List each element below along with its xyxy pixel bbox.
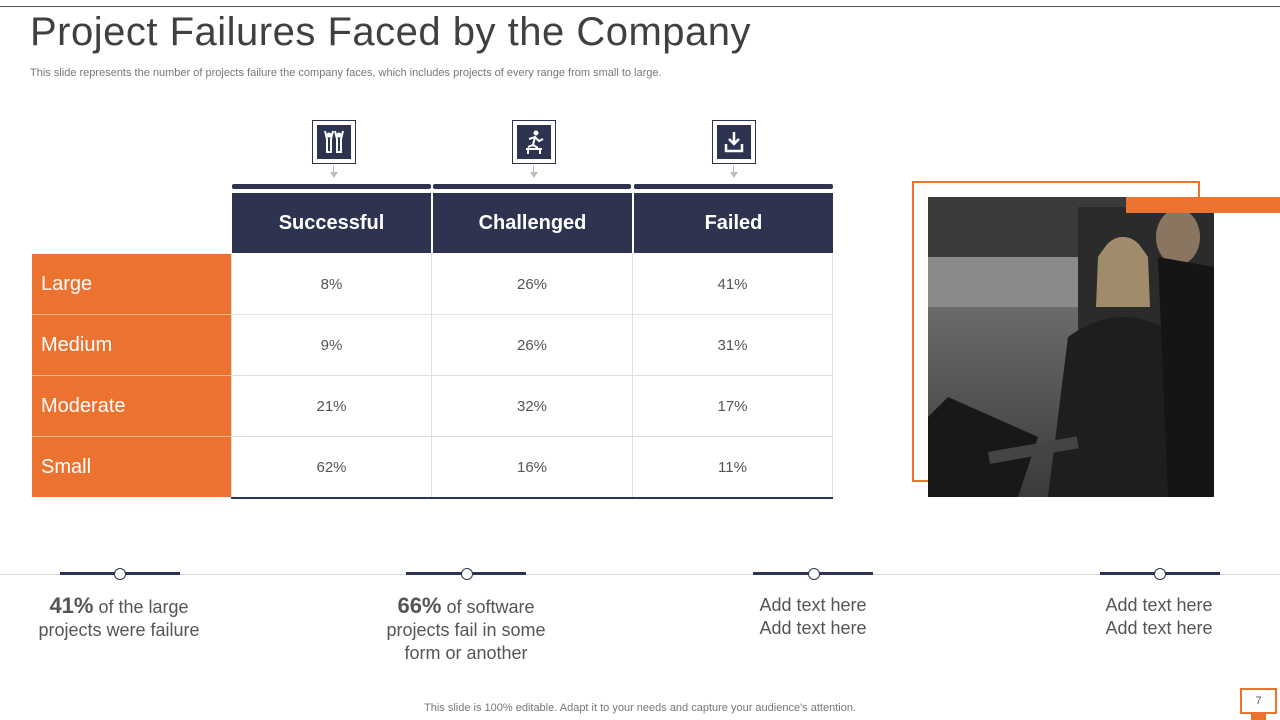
row-divider <box>32 436 231 437</box>
table-cell: 11% <box>633 437 833 498</box>
column-accent-bar <box>232 184 431 189</box>
table-cell: 8% <box>231 254 432 315</box>
connector-arrow <box>730 172 738 178</box>
bottom-divider <box>0 574 1280 575</box>
stat-text-line3: form or another <box>404 643 528 663</box>
stat-block-4: Add text here Add text here <box>1049 594 1269 640</box>
table-cell: 41% <box>633 254 833 315</box>
connector-line <box>733 165 734 175</box>
stat-text-line1: of the large <box>93 597 189 617</box>
row-divider <box>32 314 231 315</box>
column-header-failed: Failed <box>634 193 833 253</box>
table-cell: 32% <box>432 376 633 437</box>
footer-note: This slide is 100% editable. Adapt it to… <box>424 702 856 714</box>
stat-text-line1: Add text here <box>759 595 867 615</box>
row-label-small: Small <box>32 437 231 497</box>
photo-accent-bar <box>1126 197 1280 213</box>
stat-text-line2: Add text here <box>759 618 867 638</box>
table-cell: 16% <box>432 437 633 498</box>
stat-text-line1: of software <box>441 597 535 617</box>
stat-value: 41% <box>49 593 94 618</box>
table-cell: 26% <box>432 315 633 376</box>
stat-marker <box>1154 568 1166 580</box>
hurdle-jump-icon <box>512 120 556 164</box>
stat-block-2: 66% of software projects fail in some fo… <box>356 594 576 665</box>
page-number: 7 <box>1240 688 1277 714</box>
stat-marker <box>808 568 820 580</box>
stat-value: 66% <box>397 593 442 618</box>
slide-title: Project Failures Faced by the Company <box>30 10 752 54</box>
connector-arrow <box>530 172 538 178</box>
top-rule <box>0 6 1280 7</box>
row-label-medium: Medium <box>32 315 231 375</box>
connector-line <box>533 165 534 175</box>
stat-text-line2: projects fail in some <box>386 620 546 640</box>
column-header-challenged: Challenged <box>433 193 632 253</box>
stat-block-1: 41% of the large projects were failure <box>9 594 229 642</box>
table-cell: 21% <box>231 376 432 437</box>
office-photo <box>928 197 1214 497</box>
stat-text-line2: projects were failure <box>38 620 200 640</box>
download-tray-icon <box>712 120 756 164</box>
people-celebrate-icon <box>312 120 356 164</box>
row-label-moderate: Moderate <box>32 376 231 436</box>
row-divider <box>32 375 231 376</box>
table-cell: 17% <box>633 376 833 437</box>
column-accent-bar <box>634 184 833 189</box>
slide-subtitle: This slide represents the number of proj… <box>30 67 662 79</box>
stat-marker <box>114 568 126 580</box>
table-cell: 9% <box>231 315 432 376</box>
row-label-large: Large <box>32 254 231 314</box>
stat-text-line2: Add text here <box>1105 618 1213 638</box>
monitor-stand-icon <box>1251 714 1266 720</box>
column-accent-bar <box>433 184 631 189</box>
stat-block-3: Add text here Add text here <box>703 594 923 640</box>
table-cell: 31% <box>633 315 833 376</box>
column-header-successful: Successful <box>232 193 431 253</box>
table-bottom-rule <box>231 497 833 499</box>
connector-arrow <box>330 172 338 178</box>
table-cell: 26% <box>432 254 633 315</box>
connector-line <box>333 165 334 175</box>
stat-marker <box>461 568 473 580</box>
table-cell: 62% <box>231 437 432 498</box>
stat-text-line1: Add text here <box>1105 595 1213 615</box>
